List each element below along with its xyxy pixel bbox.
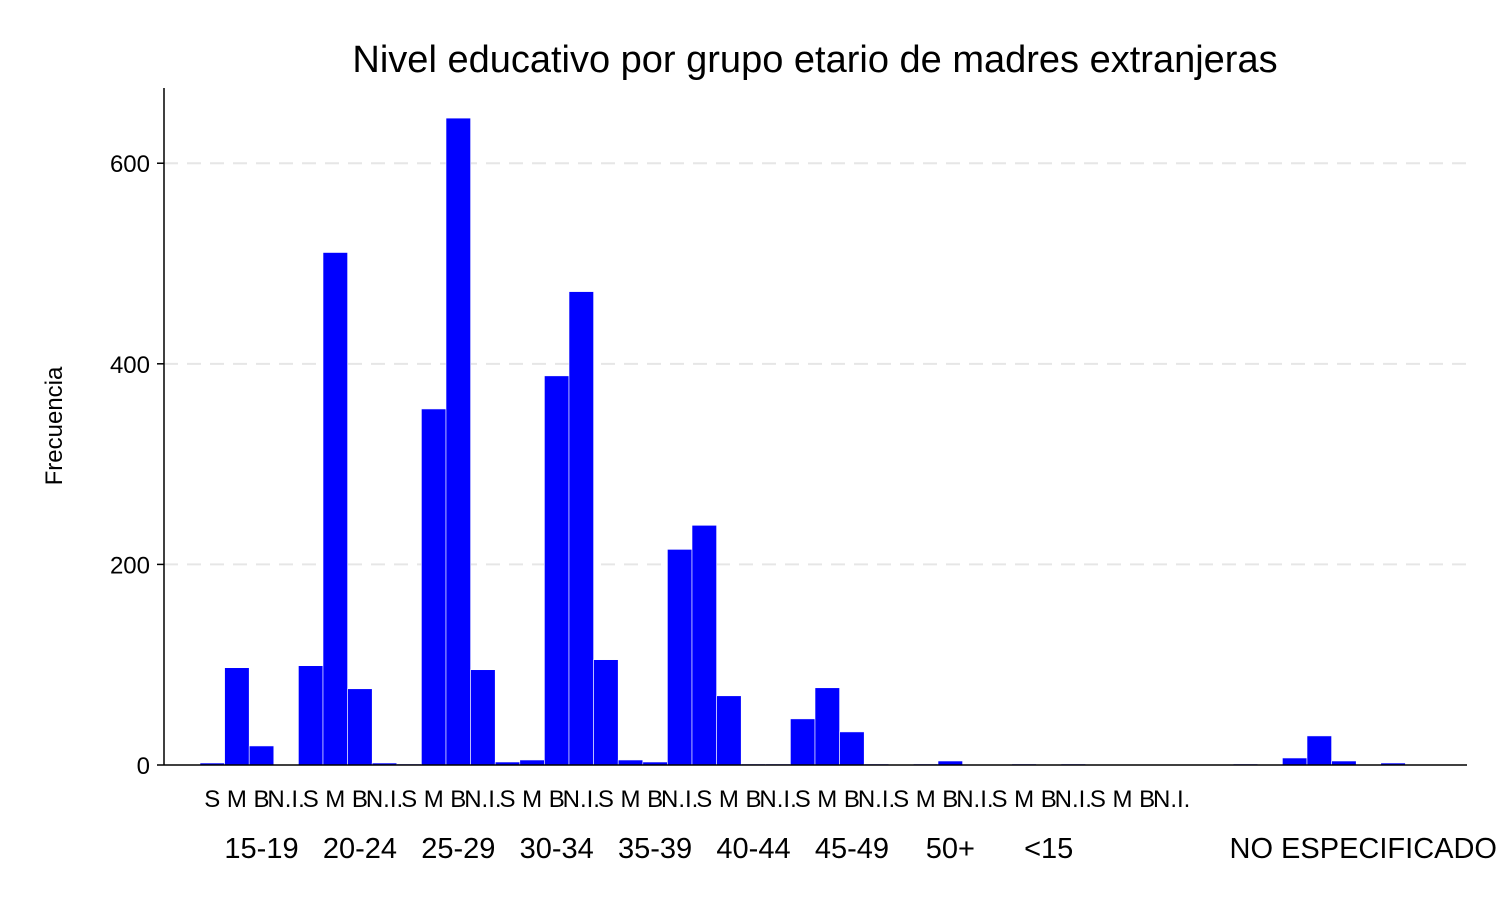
bar [1306,735,1332,766]
x-subcategory-label: S [696,786,712,813]
bar [445,117,471,766]
bar [322,252,348,766]
x-subcategory-label: N.I. [464,786,501,813]
bar [667,549,693,766]
x-subcategory-label: N.I. [1055,786,1092,813]
x-subcategory-label: M [621,786,641,813]
x-subcategory-label: B [450,786,466,813]
bar [519,759,545,766]
x-subcategory-label: N.I. [366,786,403,813]
bar [421,408,447,766]
x-subcategory-label: B [844,786,860,813]
x-subcategory-label: B [1041,786,1057,813]
x-subcategory-label: M [1113,786,1133,813]
bar [470,669,496,766]
x-subcategory-label: S [1090,786,1106,813]
bar [691,524,717,766]
x-subcategory-label: S [893,786,909,813]
x-subcategory-label: M [719,786,739,813]
x-subcategory-label: M [1014,786,1034,813]
x-subcategory-label: S [204,786,220,813]
x-subcategory-label: S [598,786,614,813]
x-subcategory-label: B [647,786,663,813]
x-subcategory-label: B [1139,786,1155,813]
x-subcategory-label: M [227,786,247,813]
x-group-label: 35-39 [618,833,692,865]
y-tick-label: 200 [110,552,150,579]
x-subcategory-label: B [549,786,565,813]
x-subcategory-label: M [522,786,542,813]
x-group-label: 25-29 [421,833,495,865]
x-subcategory-label: B [352,786,368,813]
x-subcategory-label: N.I. [858,786,895,813]
x-subcategory-label: N.I. [661,786,698,813]
bar [617,759,644,766]
x-subcategory-label: S [303,786,319,813]
x-subcategory-label: N.I. [956,786,993,813]
x-group-label: <15 [1024,833,1073,865]
gridlines [164,162,1467,566]
bar [298,665,324,766]
x-subcategory-label: N.I. [1153,786,1190,813]
x-subcategory-label: S [991,786,1007,813]
x-subcategory-label: B [253,786,269,813]
x-subcategory-label: B [745,786,761,813]
x-group-label: 50+ [926,833,975,865]
x-subcategory-label: N.I. [267,786,304,813]
x-group-label: 30-34 [520,833,594,865]
axes [157,88,1467,766]
bar [248,745,275,766]
bar [593,659,619,766]
x-group-label: 20-24 [323,833,397,865]
x-subcategory-label: S [401,786,417,813]
x-subcategory-label: N.I. [563,786,600,813]
y-tick-label: 600 [110,151,150,178]
bar [1282,757,1308,766]
x-subcategory-label: M [325,786,345,813]
bars [199,117,1406,766]
y-tick-label: 0 [137,753,150,780]
x-subcategory-label: N.I. [759,786,796,813]
x-subcategory-label: M [817,786,837,813]
y-axis-label: Frecuencia [41,366,68,485]
x-group-label: 45-49 [815,833,889,865]
bar [790,718,816,766]
chart-title: Nivel educativo por grupo etario de madr… [352,39,1277,81]
x-subcategory-label: M [424,786,444,813]
bar [224,667,250,766]
bar [544,375,570,766]
x-subcategory-label: S [795,786,811,813]
x-subcategory-label: M [916,786,936,813]
x-subcategory-label: B [942,786,958,813]
x-group-label: NO ESPECIFICADO [1230,833,1498,865]
bar [839,731,865,766]
bar [814,687,840,766]
x-subcategory-label: S [499,786,515,813]
bar [347,688,373,766]
bar [568,291,594,766]
x-group-label: 15-19 [224,833,298,865]
x-group-label: 40-44 [716,833,790,865]
y-tick-label: 400 [110,352,150,379]
bar [716,695,742,766]
